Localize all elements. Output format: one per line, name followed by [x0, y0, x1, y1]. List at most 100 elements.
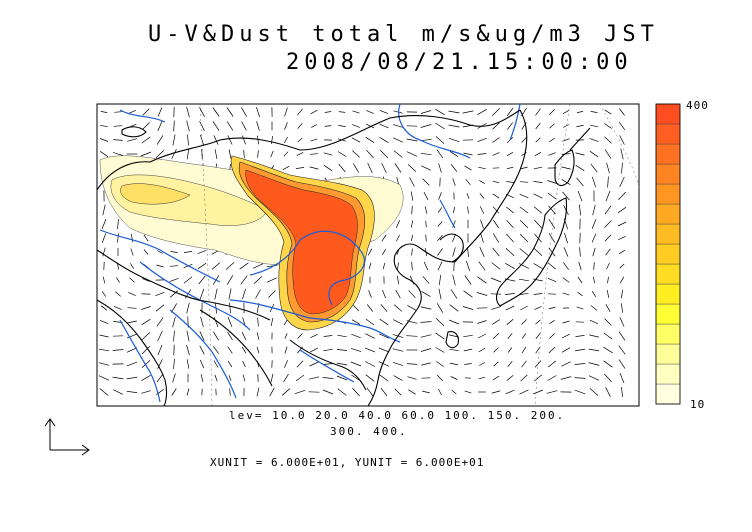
wind-vector	[563, 262, 569, 270]
wind-vector	[141, 318, 151, 326]
wind-vector	[270, 373, 274, 383]
wind-vector	[127, 320, 137, 324]
colorbar-segment	[655, 283, 681, 305]
wind-vector	[449, 362, 459, 366]
dust-region-core	[245, 169, 358, 315]
wind-vector	[547, 277, 557, 283]
wind-vector	[520, 374, 528, 382]
wind-vector	[436, 374, 444, 382]
colorbar-max-label: 400	[686, 99, 709, 112]
wind-vector	[519, 233, 529, 243]
wind-vector	[422, 178, 430, 186]
wind-vector	[578, 204, 582, 216]
wind-vector	[214, 374, 218, 382]
wind-vector	[352, 110, 360, 114]
wind-vector	[338, 125, 346, 127]
wind-vector	[591, 219, 597, 229]
wind-vector	[411, 261, 413, 271]
wind-vector	[113, 139, 123, 141]
wind-vector	[267, 277, 277, 283]
wind-vector	[253, 276, 263, 284]
wind-vector	[575, 152, 585, 156]
wind-vector	[338, 163, 346, 173]
wind-vector	[200, 316, 204, 328]
color-scale-bar	[655, 103, 681, 405]
colorbar-segment	[655, 343, 681, 365]
wind-vector	[463, 152, 473, 156]
wind-vector	[297, 108, 303, 116]
wind-vector	[533, 166, 543, 170]
wind-vector	[242, 361, 246, 367]
wind-vector	[213, 316, 219, 328]
wind-vector	[591, 233, 597, 243]
wind-vector	[186, 106, 190, 118]
wind-vector	[592, 204, 596, 216]
wind-vector	[520, 166, 528, 170]
wind-vector	[492, 206, 500, 214]
wind-vector	[155, 291, 165, 297]
wind-vector	[493, 219, 499, 229]
wind-vector	[519, 206, 529, 214]
wind-vector	[324, 125, 332, 127]
dust-plume-west-core	[120, 183, 191, 205]
wind-vector	[336, 349, 348, 351]
wind-vector	[421, 362, 431, 366]
wind-vector	[112, 376, 124, 380]
wind-vector	[605, 248, 611, 256]
wind-vector	[239, 262, 249, 270]
wind-vector	[464, 390, 472, 394]
wind-vector	[619, 135, 625, 145]
wind-vector	[351, 333, 361, 339]
wind-vector	[548, 333, 556, 339]
wind-vector	[590, 111, 598, 113]
wind-vector	[394, 388, 402, 396]
wind-vector	[604, 123, 612, 129]
wind-vector	[406, 335, 418, 337]
wind-vector	[592, 276, 596, 284]
wind-vector	[284, 107, 288, 117]
wind-vector	[562, 109, 570, 115]
wind-vector	[186, 388, 190, 396]
wind-vector	[169, 265, 179, 267]
wind-vector	[394, 163, 402, 173]
wind-vector	[506, 167, 514, 169]
wind-vector	[114, 306, 122, 310]
wind-vector	[257, 150, 259, 158]
wind-vector	[241, 346, 247, 354]
wind-vector	[126, 347, 138, 353]
wind-vector	[435, 332, 445, 340]
wind-vector	[271, 136, 273, 144]
vector-unit-label: XUNIT = 6.000E+01, YUNIT = 6.000E+01	[210, 456, 485, 469]
wind-vector	[199, 288, 205, 300]
wind-vector	[157, 107, 163, 117]
wind-vector	[408, 290, 416, 298]
wind-vector	[561, 179, 571, 185]
wind-vector	[562, 292, 570, 296]
wind-vector	[155, 149, 165, 159]
wind-vector	[199, 345, 205, 355]
wind-vector	[157, 250, 163, 254]
wind-vector	[408, 389, 416, 395]
wind-vector	[225, 262, 235, 270]
wind-vector	[505, 305, 515, 311]
wind-vector	[187, 134, 189, 146]
wind-vector	[576, 125, 584, 127]
wind-vector	[226, 275, 234, 285]
wind-vector	[562, 277, 570, 283]
wind-vector	[212, 121, 220, 131]
wind-vector	[199, 120, 205, 132]
wind-vector	[603, 346, 613, 354]
wind-vector	[173, 330, 175, 342]
wind-vector	[100, 305, 108, 311]
wind-vector	[491, 262, 501, 270]
wind-vector	[604, 149, 612, 159]
wind-vector	[535, 333, 541, 339]
wind-vector	[563, 247, 569, 257]
wind-vector	[605, 190, 611, 202]
wind-vector	[410, 234, 414, 242]
wind-vector	[621, 386, 623, 398]
wind-vector	[507, 332, 513, 340]
wind-vector	[449, 304, 459, 312]
wind-vector	[186, 330, 190, 342]
wind-vector	[535, 137, 541, 143]
